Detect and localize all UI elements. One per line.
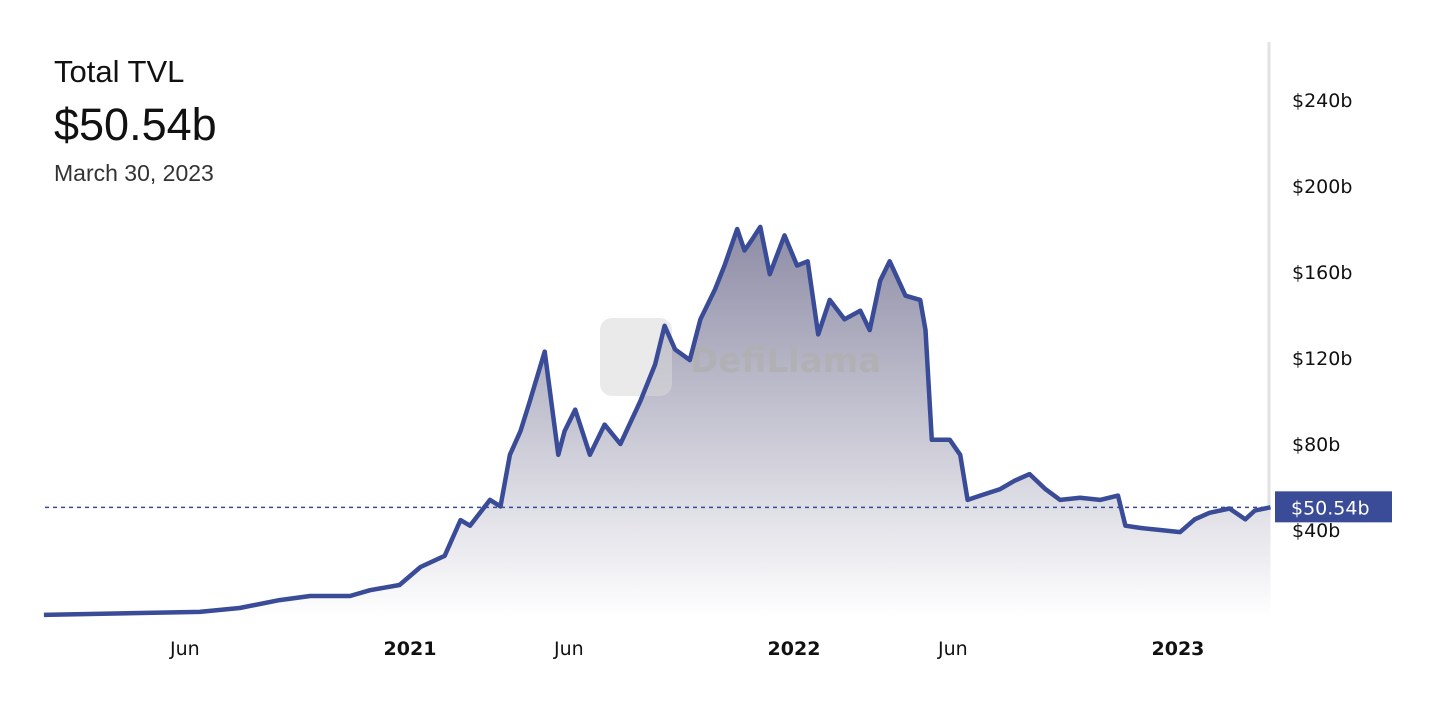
llama-logo-icon — [600, 318, 672, 396]
current-value-tag-bg — [1275, 491, 1392, 523]
x-tick-label: Jun — [169, 638, 200, 660]
x-tick-label: Jun — [553, 638, 584, 660]
current-value-tag-label: $50.54b — [1291, 497, 1370, 519]
current-value-tag: $50.54b — [1275, 491, 1392, 523]
defillama-watermark: DefiLlama — [600, 318, 881, 396]
y-tick-label: $160b — [1292, 262, 1352, 284]
watermark-text: DefiLlama — [690, 341, 881, 381]
chart-title: Total TVL — [54, 54, 185, 89]
y-tick-label: $200b — [1292, 176, 1352, 198]
chart-header: Total TVL $50.54b March 30, 2023 — [54, 52, 217, 187]
y-tick-label: $80b — [1292, 434, 1340, 456]
tvl-area-fill — [43, 226, 1271, 618]
x-tick-label: Jun — [937, 638, 968, 660]
x-tick-label: 2021 — [384, 638, 437, 660]
y-tick-label: $240b — [1292, 90, 1352, 112]
current-tvl-value: $50.54b — [54, 99, 217, 150]
tvl-series-line — [43, 224, 1271, 618]
y-tick-label: $120b — [1292, 348, 1352, 370]
y-tick-label: $40b — [1292, 520, 1340, 542]
x-tick-label: 2023 — [1152, 638, 1205, 660]
current-date: March 30, 2023 — [54, 160, 214, 186]
x-tick-label: 2022 — [768, 638, 821, 660]
